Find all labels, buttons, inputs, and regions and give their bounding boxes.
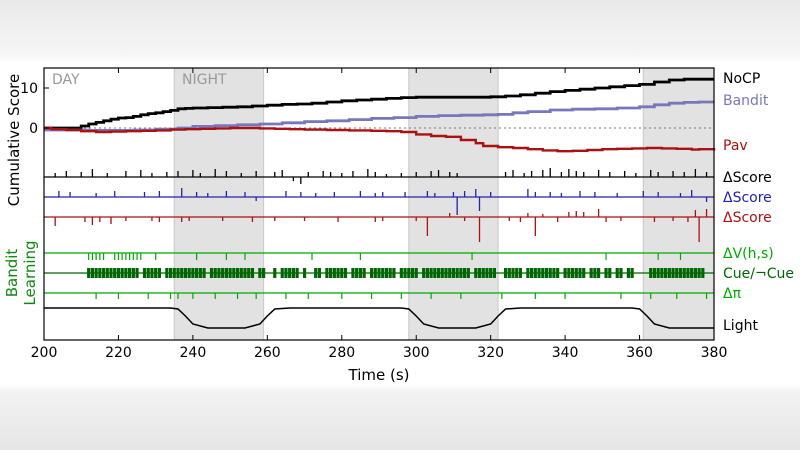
- learning-rows: [44, 252, 714, 299]
- y-tick-label-1: 10: [20, 81, 38, 97]
- x-tick-label-5: 300: [403, 345, 430, 361]
- row-label-score-pav: ΔScore: [723, 210, 772, 226]
- x-axis-title: Time (s): [348, 366, 410, 384]
- plot-frame: [43, 67, 715, 341]
- event-rows: [44, 168, 714, 242]
- row-label-cue: Cue/¬Cue: [723, 266, 794, 282]
- chart-lines: [44, 77, 716, 153]
- row-label-score-nocp: ΔScore: [723, 170, 772, 186]
- series-line-pav: [44, 126, 716, 153]
- night-band-0: [173, 67, 265, 341]
- light-curve: [44, 307, 714, 329]
- row-label-light: Light: [723, 318, 758, 334]
- legend-bandit: Bandit: [723, 93, 769, 109]
- group-label-line-1: Bandit: [3, 249, 21, 298]
- series-line-nocp: [44, 77, 714, 130]
- x-tick-label-6: 320: [477, 345, 504, 361]
- x-tick-label-7: 340: [552, 345, 579, 361]
- night-band-2: [642, 67, 715, 341]
- row-label-score-bandit: ΔScore: [723, 190, 772, 206]
- y-axis-title: Cumulative Score: [5, 74, 23, 206]
- x-tick-label-8: 360: [626, 345, 653, 361]
- row-label-value-learning: ΔV(h,s): [723, 246, 774, 262]
- legend-nocp: NoCP: [723, 71, 760, 87]
- night-band-1: [408, 67, 499, 341]
- x-tick-label-9: 380: [701, 345, 728, 361]
- x-tick-label-4: 280: [328, 345, 355, 361]
- row-label-policy-learning: Δπ: [723, 286, 742, 302]
- light-row: [44, 307, 714, 329]
- x-tick-label-0: 200: [31, 345, 58, 361]
- phase-label-night: NIGHT: [182, 72, 227, 88]
- legend-pav: Pav: [723, 138, 748, 154]
- night-bands: [173, 67, 715, 341]
- x-tick-label-1: 220: [105, 345, 132, 361]
- phase-label-day: DAY: [52, 72, 80, 88]
- x-tick-label-2: 240: [180, 345, 207, 361]
- axes: 200 220 240 260 280 300 320 340 360 380 0 10: [20, 67, 728, 361]
- y-tick-label-0: 0: [29, 121, 38, 137]
- x-tick-label-3: 260: [254, 345, 281, 361]
- group-label-line-2: Learning: [21, 240, 39, 305]
